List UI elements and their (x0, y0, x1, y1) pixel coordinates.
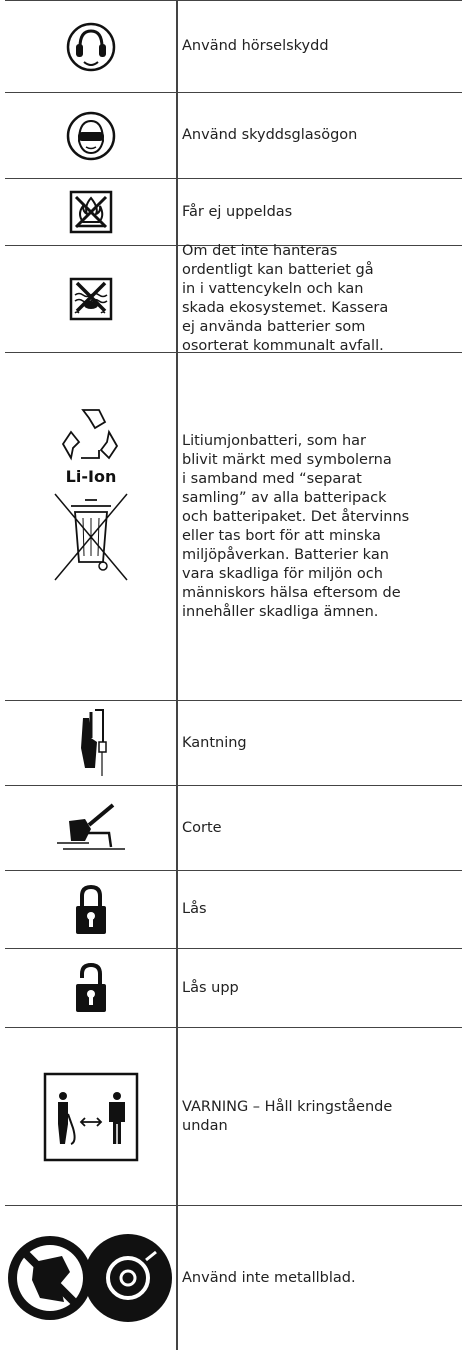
text-line: människors hälsa eftersom de (182, 584, 401, 601)
text-line: ordentligt kan batteriet gå (182, 262, 374, 278)
row: Får ej uppeldas (5, 178, 462, 245)
no-fire-icon (69, 190, 113, 234)
text-line: osorterat kommunalt avfall. (182, 338, 384, 354)
text-line: Får ej uppeldas (182, 203, 293, 220)
row: Använd skyddsglasögon (5, 92, 462, 178)
row: Lås upp (5, 948, 462, 1027)
row: Använd hörselskydd (5, 0, 462, 92)
text-line: Använd hörselskydd (182, 38, 329, 54)
text-line: vara skadliga för miljön och (182, 565, 383, 582)
text-line: Corte (182, 819, 222, 836)
no-metal-blade-icon (8, 1234, 172, 1322)
row: Om det inte hanteras ordentligt kan batte… (5, 243, 462, 354)
description: Lås upp (182, 949, 462, 1027)
row: Li-Ion Litiumjonbatteri, som har blivit m… (5, 352, 462, 700)
description: Använd skyddsglasögon (182, 93, 462, 178)
row: Kantning (5, 700, 462, 785)
description: VARNING – Håll kringstående undan (182, 1028, 462, 1205)
text-line: undan (182, 1117, 228, 1134)
text-line: miljöpåverkan. Batterier kan (182, 546, 389, 563)
text-line: in i vattencykeln och kan (182, 281, 364, 297)
trimming-icon (57, 803, 125, 850)
row: VARNING – Håll kringstående undan (5, 1027, 462, 1205)
column-divider (176, 0, 178, 1350)
description: Använd inte metallblad. (182, 1206, 462, 1350)
text-line: Om det inte hanteras (182, 243, 338, 259)
text-line: Lås (182, 901, 207, 917)
description: Använd hörselskydd (182, 1, 462, 92)
row: Använd inte metallblad. (5, 1205, 462, 1350)
hearing-icon (66, 22, 116, 71)
text-line: ej använda batterier som (182, 319, 366, 335)
text-line: Använd inte metallblad. (182, 1269, 356, 1286)
bystander-icon (43, 1072, 139, 1161)
description: Får ej uppeldas (182, 179, 462, 245)
unlock-icon (76, 962, 106, 1012)
description: Litiumjonbatteri, som har blivit märkt me… (182, 353, 462, 700)
text-line: Använd skyddsglasögon (182, 127, 358, 143)
text-line: och batteripaket. Det återvinns (182, 508, 410, 525)
text-line: Lås upp (182, 979, 239, 996)
icon-label: Li-Ion (66, 467, 117, 486)
description: Om det inte hanteras ordentligt kan batte… (182, 243, 462, 354)
text-line: Litiumjonbatteri, som har (182, 432, 367, 449)
description: Corte (182, 786, 462, 870)
edging-icon (81, 709, 107, 776)
row: Corte (5, 785, 462, 870)
water-icon (69, 277, 113, 321)
text-line: samling” av alla batteripack (182, 489, 387, 506)
text-line: Kantning (182, 734, 247, 751)
goggles-icon (66, 111, 116, 160)
description: Kantning (182, 701, 462, 785)
text-line: eller tas bort för att minska (182, 527, 381, 544)
text-line: blivit märkt med symbolerna (182, 451, 392, 468)
text-line: i samband med “separat (182, 470, 362, 487)
lock-icon (76, 884, 106, 934)
text-line: skada ekosystemet. Kassera (182, 300, 389, 316)
recycle-icon: Li-Ion (54, 408, 128, 580)
text-line: innehåller skadliga ämnen. (182, 603, 379, 620)
row: Lås (5, 870, 462, 948)
description: Lås (182, 871, 462, 948)
text-line: VARNING – Håll kringstående (182, 1098, 393, 1115)
